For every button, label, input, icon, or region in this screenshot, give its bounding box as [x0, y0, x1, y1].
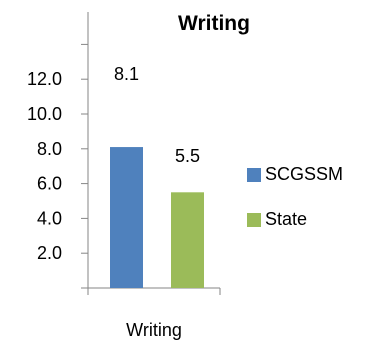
legend-label-scgssm: SCGSSM [265, 164, 343, 184]
legend-swatch-scgssm [247, 168, 261, 182]
x-category-label: Writing [126, 320, 182, 340]
bar-state [171, 192, 204, 288]
x-axis [87, 287, 221, 295]
y-axis: 2.0 4.0 6.0 8.0 10.0 12.0 [27, 12, 89, 289]
y-tick-label: 6.0 [37, 174, 62, 194]
data-label-scgssm: 8.1 [114, 64, 139, 84]
y-tick-label: 10.0 [27, 104, 62, 124]
bars [110, 147, 204, 288]
data-labels: 8.1 5.5 [114, 64, 200, 166]
data-label-state: 5.5 [175, 146, 200, 166]
legend: SCGSSM State [247, 164, 343, 229]
y-tick-label: 8.0 [37, 139, 62, 159]
legend-swatch-state [247, 213, 261, 227]
legend-label-state: State [265, 209, 307, 229]
y-tick-label: 12.0 [27, 69, 62, 89]
y-tick-label: 2.0 [37, 243, 62, 263]
y-tick-label: 4.0 [37, 208, 62, 228]
chart-title: Writing [178, 12, 250, 35]
bar-scgssm [110, 147, 143, 288]
